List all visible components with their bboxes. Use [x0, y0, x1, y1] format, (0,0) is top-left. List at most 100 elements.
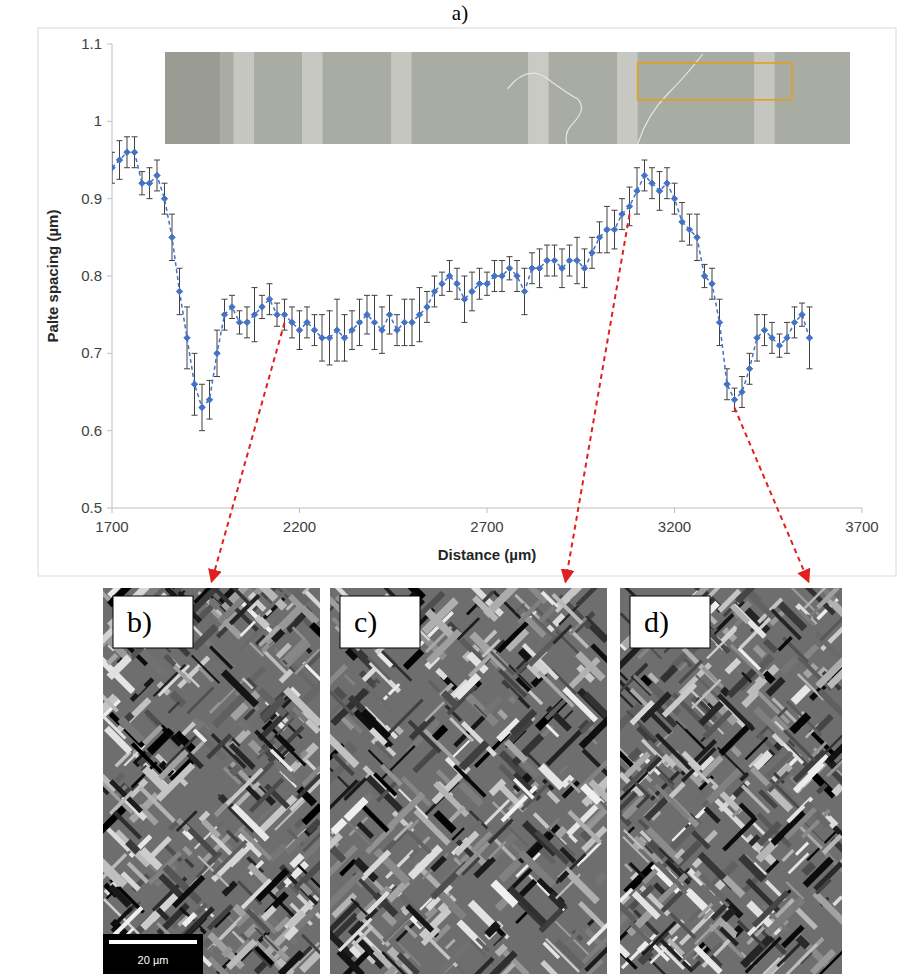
- lamella: [633, 674, 654, 695]
- panel-label: d): [644, 605, 669, 639]
- error-cap: [417, 287, 423, 288]
- lamella: [543, 942, 561, 960]
- error-bar: [807, 307, 813, 369]
- error-bar: [357, 299, 363, 345]
- x-tick: [674, 508, 675, 513]
- error-bar: [424, 291, 430, 322]
- lamella: [722, 875, 745, 898]
- lamella: [832, 896, 842, 907]
- lamella: [507, 825, 528, 846]
- lamella: [186, 687, 214, 715]
- lamella: [284, 926, 299, 941]
- lamella: [268, 843, 288, 863]
- y-tick-label: 1.1: [81, 35, 102, 52]
- lamella: [552, 624, 572, 644]
- error-cap: [589, 268, 595, 269]
- error-cap: [334, 299, 340, 300]
- error-bar: [627, 187, 633, 226]
- lamella: [557, 870, 569, 882]
- error-cap: [664, 198, 670, 199]
- y-tick-label: 0.6: [81, 422, 102, 439]
- lamella: [819, 608, 842, 642]
- marker: [364, 311, 370, 317]
- lamella: [164, 735, 197, 768]
- error-cap: [259, 295, 265, 296]
- lamella: [398, 893, 427, 922]
- marker: [386, 311, 392, 317]
- lamella: [766, 677, 786, 697]
- error-cap: [544, 245, 550, 246]
- error-bar: [379, 307, 385, 353]
- lamella: [690, 782, 713, 805]
- error-cap: [477, 268, 483, 269]
- error-cap: [409, 299, 415, 300]
- error-cap: [169, 214, 175, 215]
- lamella: [356, 821, 374, 839]
- lamella: [620, 941, 630, 958]
- error-bar: [544, 245, 550, 276]
- error-cap: [477, 299, 483, 300]
- lamella: [758, 789, 778, 809]
- lamella: [338, 918, 372, 952]
- lamella: [757, 821, 783, 847]
- lamella: [813, 861, 842, 891]
- error-bar: [522, 268, 528, 314]
- error-cap: [544, 276, 550, 277]
- error-cap: [259, 318, 265, 319]
- lamella: [191, 655, 220, 684]
- error-cap: [394, 345, 400, 346]
- inset-band: [302, 52, 323, 144]
- error-cap: [297, 310, 303, 311]
- error-cap: [642, 190, 648, 191]
- marker: [394, 327, 400, 333]
- lamella: [244, 677, 258, 691]
- lamella: [831, 783, 842, 796]
- lamella: [386, 746, 397, 757]
- inset-band: [165, 52, 220, 144]
- lamella: [748, 753, 763, 768]
- error-bar: [747, 353, 753, 384]
- error-bar: [244, 307, 250, 338]
- error-cap: [252, 341, 258, 342]
- error-bar: [514, 261, 520, 292]
- error-cap: [762, 345, 768, 346]
- lamella: [193, 728, 208, 743]
- error-bar: [792, 307, 798, 338]
- lamella: [555, 939, 586, 970]
- error-cap: [184, 368, 190, 369]
- marker: [454, 281, 460, 287]
- error-cap: [207, 419, 213, 420]
- error-cap: [724, 399, 730, 400]
- error-cap: [597, 252, 603, 253]
- lamella: [646, 756, 662, 772]
- error-cap: [132, 167, 138, 168]
- lamella: [103, 689, 119, 712]
- inset-box: [638, 63, 792, 100]
- marker: [296, 327, 302, 333]
- lamella: [344, 674, 356, 686]
- error-cap: [552, 245, 558, 246]
- marker: [469, 288, 475, 294]
- lamella: [735, 588, 757, 604]
- marker: [401, 319, 407, 325]
- lamella: [732, 808, 742, 818]
- marker: [529, 265, 535, 271]
- error-bar: [612, 210, 618, 249]
- lamella: [300, 883, 313, 896]
- lamella: [309, 622, 320, 638]
- y-tick: [107, 353, 112, 354]
- marker: [461, 296, 467, 302]
- lamella: [249, 777, 284, 812]
- error-cap: [672, 214, 678, 215]
- y-tick: [107, 44, 112, 45]
- lamella: [567, 810, 602, 845]
- error-cap: [604, 206, 610, 207]
- error-bar: [657, 172, 663, 211]
- lamella: [578, 901, 607, 930]
- lamella: [112, 810, 142, 840]
- lamella: [226, 939, 257, 970]
- error-cap: [597, 221, 603, 222]
- lamella: [241, 878, 272, 909]
- marker: [536, 265, 542, 271]
- lamella: [516, 677, 532, 693]
